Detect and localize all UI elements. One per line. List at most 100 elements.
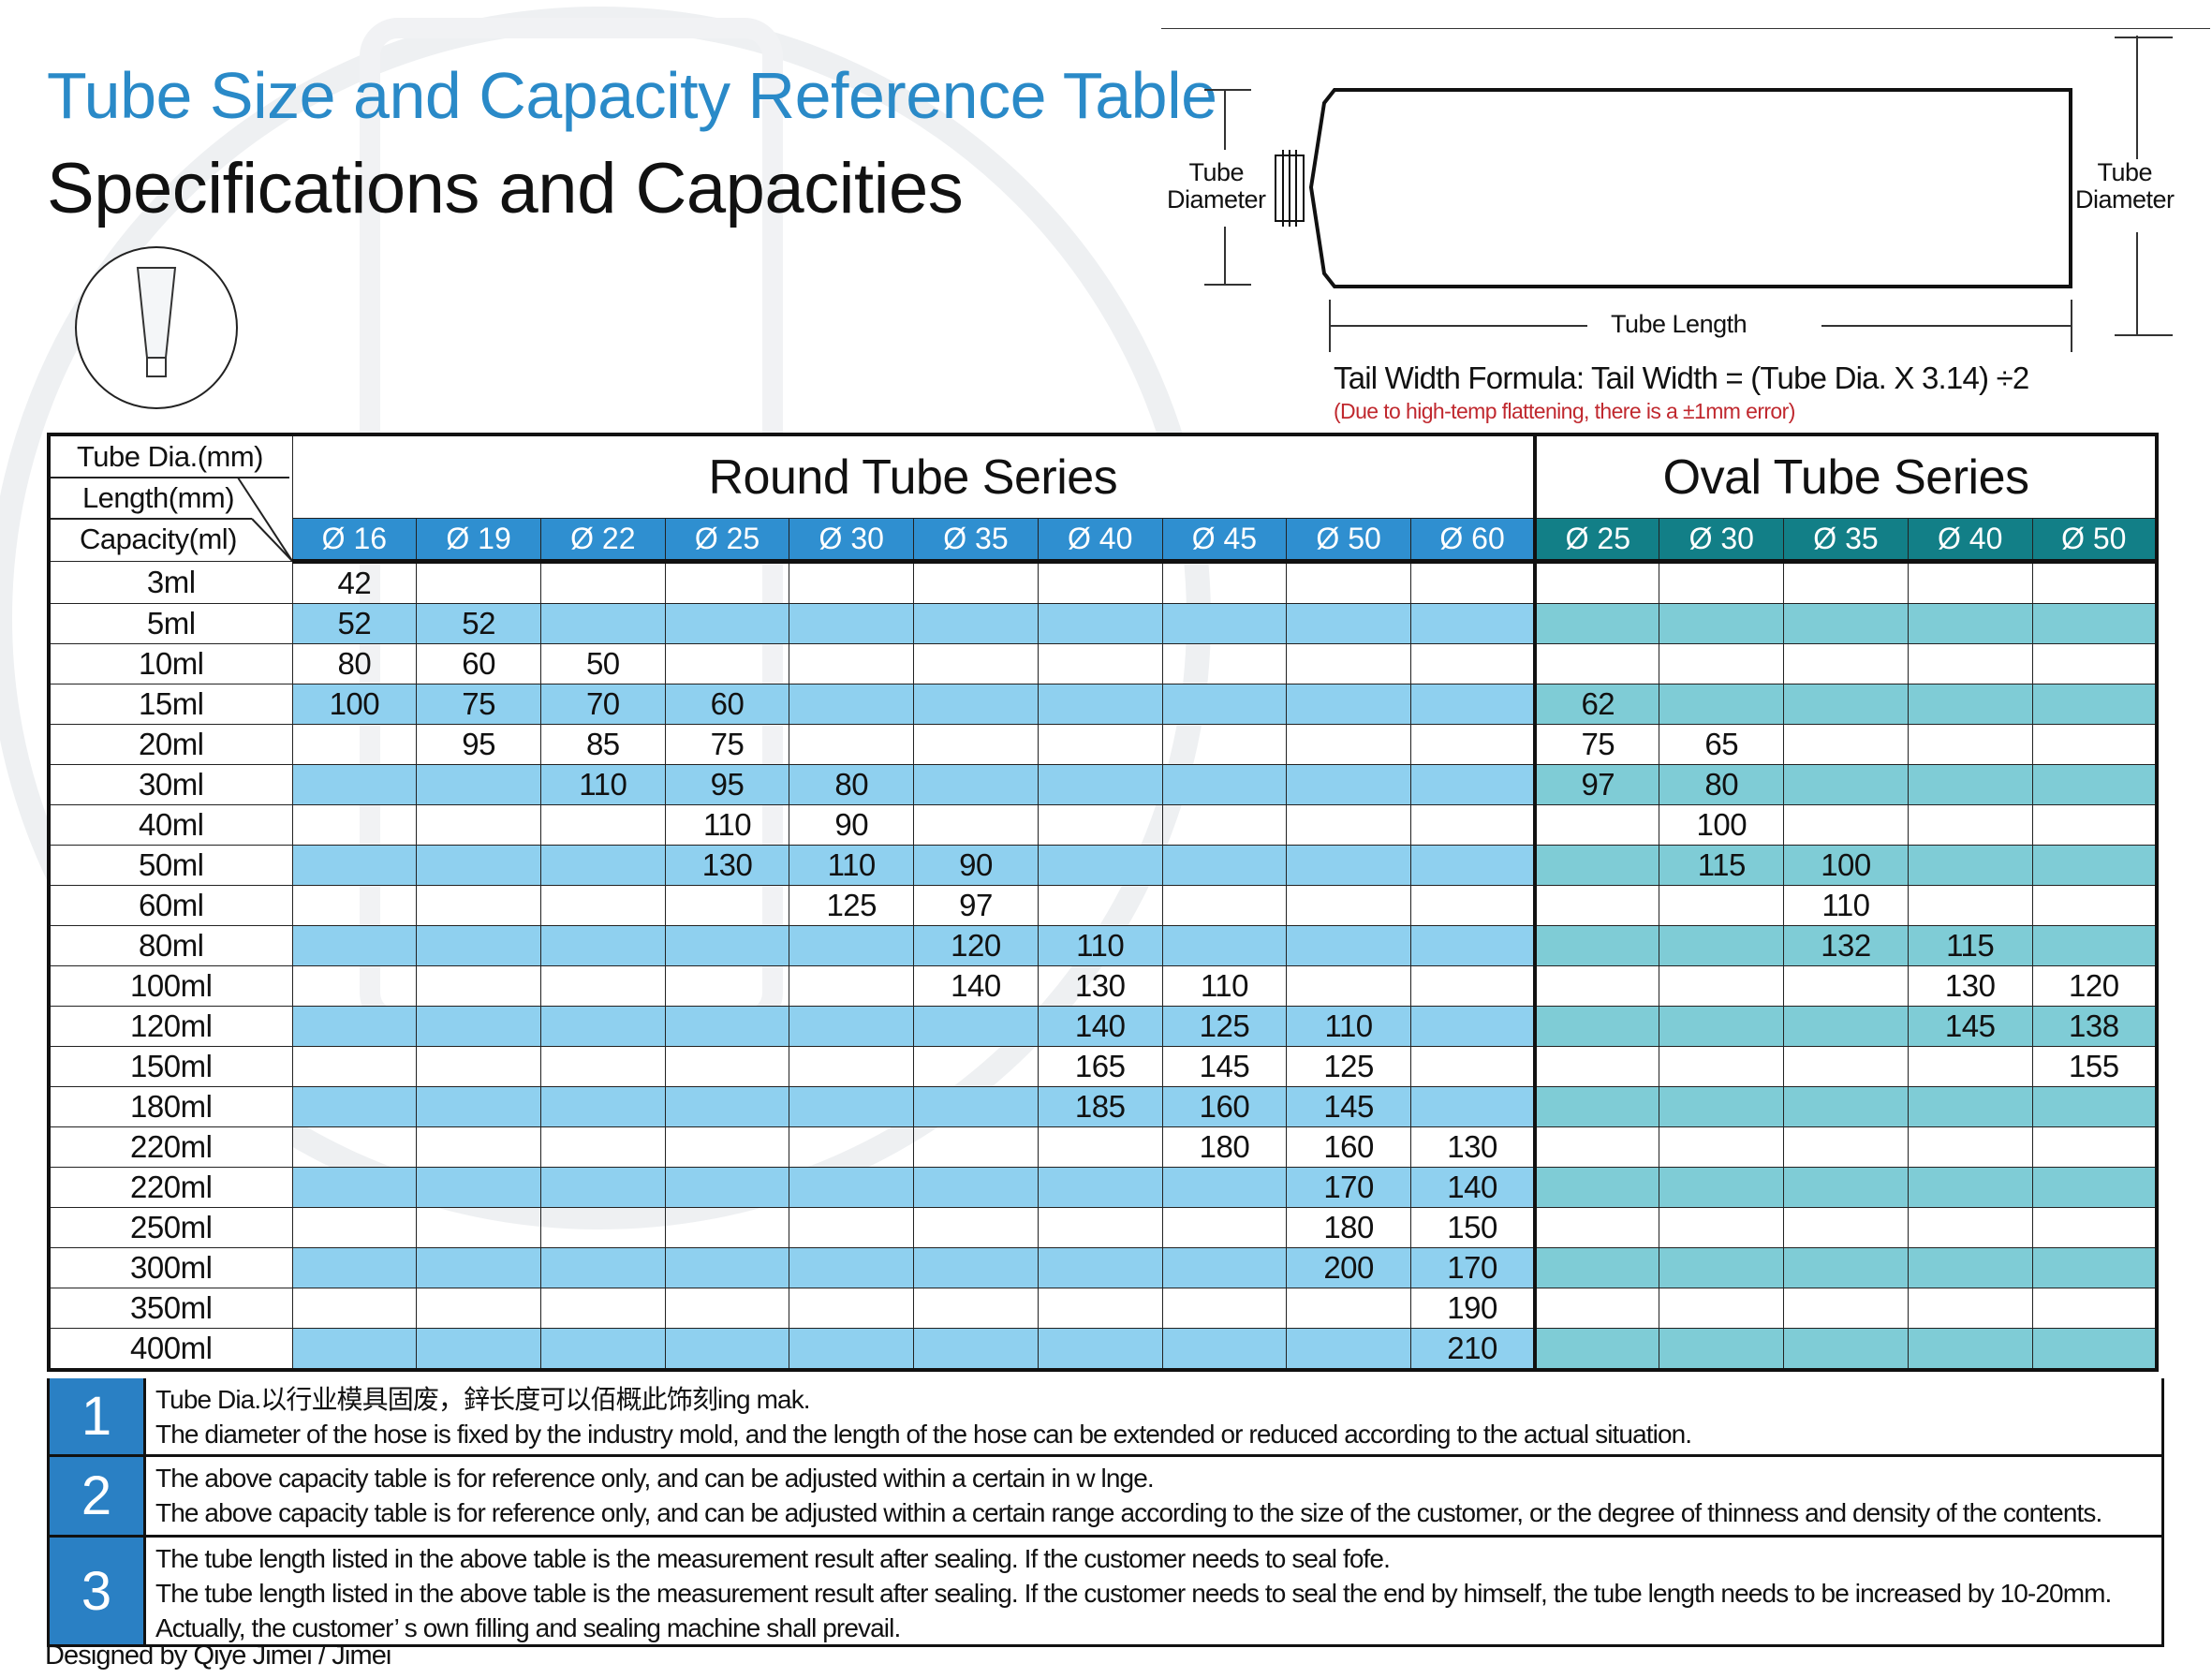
oval-length-cell <box>1907 561 2033 604</box>
round-length-cell <box>1409 885 1536 926</box>
round-length-cell <box>1286 1288 1411 1329</box>
round-length-cell <box>664 925 790 966</box>
oval-length-cell <box>1533 561 1660 604</box>
oval-length-cell <box>2031 643 2158 684</box>
oval-length-cell <box>2031 885 2158 926</box>
oval-length-cell <box>1907 764 2033 805</box>
oval-length-cell <box>1907 1247 2033 1288</box>
round-length-cell <box>1409 684 1536 725</box>
oval-length-cell <box>1907 885 2033 926</box>
round-length-cell: 120 <box>913 925 1039 966</box>
round-length-cell <box>1037 845 1163 886</box>
round-length-cell <box>913 1247 1039 1288</box>
round-length-cell: 140 <box>1037 1006 1163 1047</box>
round-length-cell: 80 <box>291 643 418 684</box>
note-text: The tube length listed in the above tabl… <box>146 1538 2120 1644</box>
oval-length-cell: 80 <box>1659 764 1785 805</box>
capacity-cell: 10ml <box>48 643 293 684</box>
capacity-cell: 180ml <box>48 1086 293 1127</box>
corner-header: Tube Dia.(mm) Length(mm) Capacity(ml) <box>48 434 293 562</box>
round-length-cell <box>1037 1288 1163 1329</box>
round-length-cell: 70 <box>539 684 666 725</box>
round-length-cell <box>1037 1328 1163 1371</box>
oval-length-cell <box>1659 1328 1785 1371</box>
oval-length-cell <box>1783 1006 1909 1047</box>
round-length-cell <box>664 603 790 644</box>
round-length-cell: 110 <box>789 845 915 886</box>
oval-length-cell <box>2031 1126 2158 1168</box>
round-length-cell <box>291 1126 418 1168</box>
round-length-cell <box>789 643 915 684</box>
capacity-cell: 350ml <box>48 1288 293 1329</box>
oval-length-cell <box>2031 603 2158 644</box>
round-length-cell <box>664 561 790 604</box>
oval-length-cell <box>1907 1207 2033 1248</box>
oval-length-cell <box>1533 804 1660 846</box>
oval-diameter-header: Ø 40 <box>1907 518 2033 564</box>
round-length-cell <box>416 1328 541 1371</box>
round-length-cell: 180 <box>1161 1126 1288 1168</box>
round-length-cell <box>664 643 790 684</box>
round-length-cell: 95 <box>664 764 790 805</box>
round-length-cell <box>1161 925 1288 966</box>
round-length-cell <box>1161 1288 1288 1329</box>
oval-length-cell <box>1783 1086 1909 1127</box>
oval-length-cell <box>1907 684 2033 725</box>
round-length-cell <box>539 804 666 846</box>
round-length-cell <box>913 1086 1039 1127</box>
note-line: The above capacity table is for referenc… <box>155 1464 1155 1493</box>
round-length-cell <box>291 1288 418 1329</box>
round-length-cell: 140 <box>1409 1167 1536 1208</box>
round-length-cell <box>1409 1086 1536 1127</box>
round-length-cell <box>1286 724 1411 765</box>
round-length-cell: 130 <box>1409 1126 1536 1168</box>
round-length-cell: 185 <box>1037 1086 1163 1127</box>
table-row: 3ml 42 <box>48 561 2158 604</box>
oval-length-cell <box>1659 603 1785 644</box>
oval-length-cell <box>1659 643 1785 684</box>
round-diameter-header: Ø 22 <box>539 518 666 564</box>
round-length-cell <box>416 764 541 805</box>
round-length-cell <box>913 764 1039 805</box>
round-length-cell <box>1161 603 1288 644</box>
round-length-cell: 145 <box>1286 1086 1411 1127</box>
label-line: Diameter <box>2075 185 2175 213</box>
oval-length-cell <box>1533 845 1660 886</box>
note-text: The above capacity table is for referenc… <box>146 1457 2111 1535</box>
oval-length-cell <box>1533 925 1660 966</box>
oval-length-cell <box>1659 561 1785 604</box>
round-length-cell <box>789 1006 915 1047</box>
table-row: 60ml 125 97 110 <box>48 885 2158 926</box>
round-length-cell <box>1286 684 1411 725</box>
round-length-cell <box>416 1288 541 1329</box>
oval-length-cell: 110 <box>1783 885 1909 926</box>
note-line: The above capacity table is for referenc… <box>155 1498 2102 1527</box>
round-length-cell <box>416 1167 541 1208</box>
round-length-cell: 125 <box>789 885 915 926</box>
round-length-cell <box>664 1046 790 1087</box>
round-length-cell <box>1286 925 1411 966</box>
note-item: 3 The tube length listed in the above tab… <box>50 1535 2161 1644</box>
table-row: 400ml 210 <box>48 1328 2158 1371</box>
round-diameter-header: Ø 30 <box>789 518 915 564</box>
page-subtitle: Specifications and Capacities <box>47 149 964 228</box>
oval-length-cell <box>1907 1288 2033 1329</box>
oval-length-cell: 97 <box>1533 764 1660 805</box>
round-length-cell <box>291 1086 418 1127</box>
oval-length-cell <box>1907 603 2033 644</box>
capacity-cell: 250ml <box>48 1207 293 1248</box>
round-length-cell <box>1409 643 1536 684</box>
round-diameter-header: Ø 40 <box>1037 518 1163 564</box>
oval-length-cell <box>1783 1247 1909 1288</box>
label-line: Tube <box>1188 158 1245 186</box>
round-length-cell: 190 <box>1409 1288 1536 1329</box>
oval-length-cell: 145 <box>1907 1006 2033 1047</box>
round-length-cell: 160 <box>1161 1086 1288 1127</box>
round-length-cell <box>913 1126 1039 1168</box>
oval-length-cell <box>2031 1167 2158 1208</box>
oval-length-cell <box>1659 1126 1785 1168</box>
round-series-header: Round Tube Series <box>291 434 1536 520</box>
round-length-cell <box>664 1247 790 1288</box>
round-length-cell <box>539 561 666 604</box>
round-diameter-header: Ø 45 <box>1161 518 1288 564</box>
